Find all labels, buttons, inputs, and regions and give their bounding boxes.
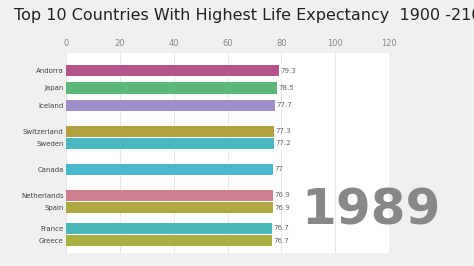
Bar [66,82,277,94]
Bar [66,223,273,234]
Text: 76.7: 76.7 [273,225,290,231]
Text: 79.3: 79.3 [281,68,296,73]
Bar [66,65,279,76]
Text: 76.7: 76.7 [273,238,290,244]
Bar [66,202,273,213]
Bar [66,138,273,149]
Bar [66,126,274,137]
Bar [66,99,275,111]
Text: 78.5: 78.5 [279,85,294,91]
Text: 76.9: 76.9 [274,193,290,198]
Bar [66,190,273,201]
Bar [66,235,273,246]
Bar [66,164,273,175]
Text: 77.2: 77.2 [275,140,291,146]
Text: Top 10 Countries With Highest Life Expectancy  1900 -2100: Top 10 Countries With Highest Life Expec… [14,8,474,23]
Text: 1989: 1989 [301,186,441,234]
Text: 77.7: 77.7 [276,102,292,108]
Text: 76.9: 76.9 [274,205,290,211]
Text: 77: 77 [274,167,283,172]
Text: 77.3: 77.3 [275,128,291,134]
